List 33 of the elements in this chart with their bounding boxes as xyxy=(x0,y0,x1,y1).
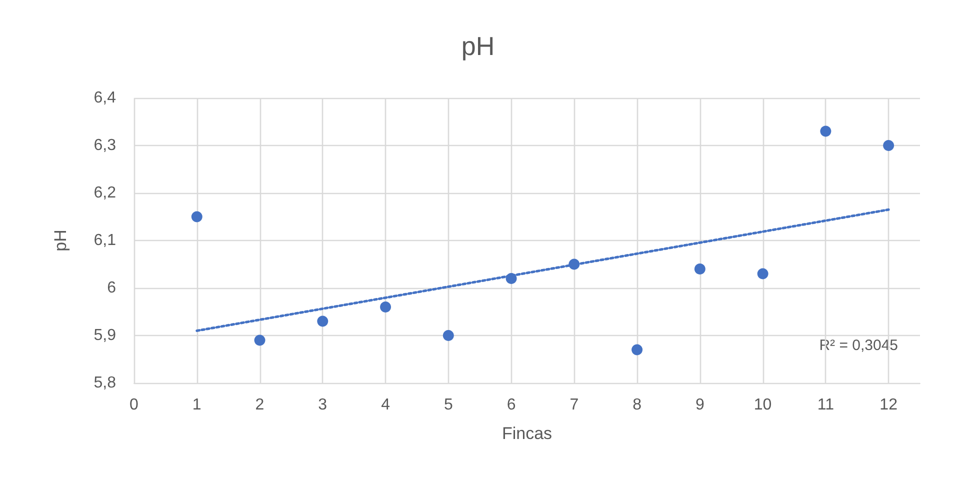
y-tick-label: 6 xyxy=(107,280,116,296)
x-tick-label: 11 xyxy=(817,396,834,414)
x-tick-label: 6 xyxy=(506,396,516,414)
x-tick-label: 7 xyxy=(570,396,579,414)
chart-title: pH xyxy=(461,31,495,61)
point xyxy=(254,334,266,346)
x-tick-label: 8 xyxy=(632,396,642,414)
x-tick-label: 9 xyxy=(695,396,704,414)
point xyxy=(883,140,894,151)
point xyxy=(317,316,328,327)
x-tick-label: 0 xyxy=(130,396,139,414)
point xyxy=(442,330,454,341)
y-tick-label: 6,3 xyxy=(94,137,116,154)
point xyxy=(757,268,768,280)
x-tick-label: 3 xyxy=(318,396,328,414)
y-axis-title: pH xyxy=(51,230,70,252)
x-tick-label: 5 xyxy=(444,396,453,414)
y-tick-label: 6,2 xyxy=(94,184,116,202)
y-tick-label: 5,8 xyxy=(94,374,116,392)
point xyxy=(694,264,706,274)
x-tick-label: 4 xyxy=(381,396,390,414)
x-tick-label: 10 xyxy=(754,396,772,414)
point xyxy=(820,126,832,137)
x-tick-label: 2 xyxy=(255,396,264,414)
y-tick-label: 5,9 xyxy=(94,327,116,344)
x-tick-label: 1 xyxy=(192,396,202,414)
y-tick-label: 6,1 xyxy=(94,232,116,249)
x-axis-title: Fincas xyxy=(502,424,552,443)
x-tick-label: 12 xyxy=(880,396,898,414)
point xyxy=(380,302,392,312)
y-tick-label: 6,4 xyxy=(94,90,116,106)
point xyxy=(632,344,643,356)
point xyxy=(191,211,202,222)
